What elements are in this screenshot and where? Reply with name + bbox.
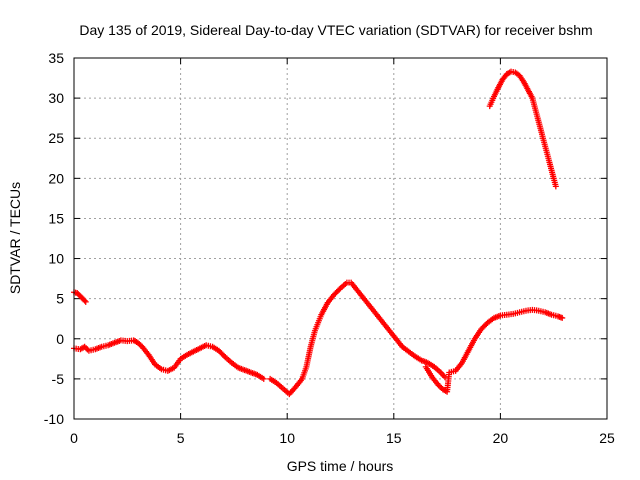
series-segment-e: [486, 68, 559, 190]
x-tick-label: 5: [177, 430, 185, 446]
axis-layer: 0 5 10 15 20 25 -10 -5 0 5 10 15 20 25 30 35: [44, 50, 615, 446]
y-tick-label: 15: [48, 210, 64, 226]
x-tick-label: 20: [493, 430, 509, 446]
data-point: [559, 314, 566, 321]
series-segment-c: [267, 279, 448, 398]
plot-frame: [73, 57, 608, 420]
y-tick-label: 0: [56, 331, 64, 347]
x-tick-label: 10: [279, 430, 295, 446]
y-tick-label: -10: [44, 411, 64, 427]
x-tick-label: 0: [70, 430, 78, 446]
y-tick-label: 20: [48, 170, 64, 186]
series-segment-d: [422, 306, 566, 395]
y-tick-label: 10: [48, 251, 64, 267]
data-point: [82, 298, 89, 305]
y-tick-label: 25: [48, 130, 64, 146]
marks-layer: [71, 68, 566, 398]
series-segment-b: [71, 337, 267, 382]
data-point: [221, 352, 228, 359]
y-tick-label: 30: [48, 90, 64, 106]
y-tick-label: 5: [56, 291, 64, 307]
grid-layer: [74, 58, 607, 419]
data-point: [260, 375, 267, 382]
data-point: [81, 297, 88, 304]
x-axis-label: GPS time / hours: [287, 458, 394, 474]
data-point: [336, 286, 343, 293]
x-tick-label: 25: [599, 430, 615, 446]
data-point: [552, 183, 559, 190]
y-axis-label: SDTVAR / TECUs: [7, 182, 23, 294]
y-tick-label: 35: [48, 50, 64, 66]
x-tick-label: 15: [386, 430, 402, 446]
y-tick-label: -5: [52, 371, 65, 387]
chart-title: Day 135 of 2019, Sidereal Day-to-day VTE…: [79, 22, 592, 38]
